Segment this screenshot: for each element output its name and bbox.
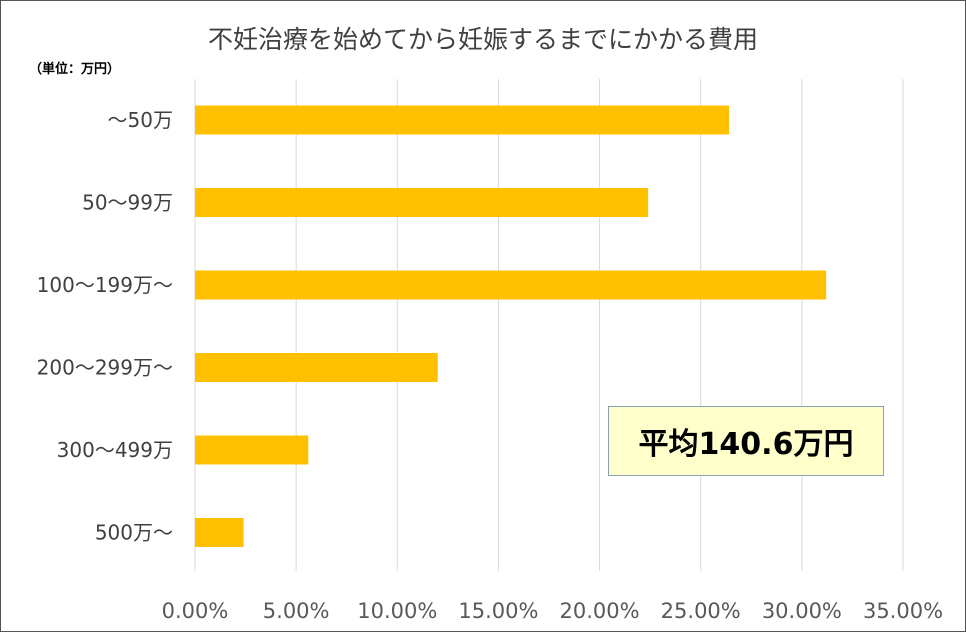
average-annotation: 平均140.6万円 — [608, 406, 884, 476]
bar — [195, 105, 730, 135]
average-annotation-text: 平均140.6万円 — [638, 427, 854, 462]
x-tick-label: 25.00% — [661, 599, 741, 623]
x-tick-label: 0.00% — [162, 599, 229, 623]
x-tick-label: 10.00% — [357, 599, 437, 623]
category-label: 500万～ — [95, 521, 173, 545]
x-tick-label: 35.00% — [863, 599, 943, 623]
chart-title: 不妊治療を始めてから妊娠するまでにかかる費用 — [208, 25, 758, 54]
category-label: 50～99万 — [82, 191, 173, 215]
gridlines — [194, 79, 904, 571]
x-tick-label: 5.00% — [263, 599, 330, 623]
bar — [195, 270, 827, 300]
category-labels: ～50万 50～99万 100～199万～ 200～299万～ 300～499万 500万… — [37, 108, 173, 545]
category-label: 100～199万～ — [37, 273, 173, 297]
x-tick-label: 30.00% — [762, 599, 842, 623]
bar — [195, 435, 309, 465]
unit-note: （単位：万円） — [29, 61, 120, 77]
bar — [195, 353, 438, 382]
category-label: 200～299万～ — [37, 356, 173, 380]
bars — [195, 105, 827, 547]
x-tick-label: 15.00% — [458, 599, 538, 623]
bar — [195, 188, 649, 217]
x-tick-label: 20.00% — [560, 599, 640, 623]
x-axis-tick-labels: 0.00% 5.00% 10.00% 15.00% 20.00% 25.00% 30.00%… — [162, 599, 943, 623]
category-label: 300～499万 — [57, 438, 173, 462]
bar — [195, 518, 244, 547]
category-label: ～50万 — [108, 108, 173, 132]
